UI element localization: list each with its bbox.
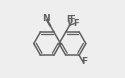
Text: F: F <box>73 19 78 28</box>
Text: F: F <box>66 15 72 23</box>
Text: N: N <box>42 14 50 23</box>
Text: F: F <box>69 15 75 24</box>
Text: F: F <box>81 57 87 66</box>
